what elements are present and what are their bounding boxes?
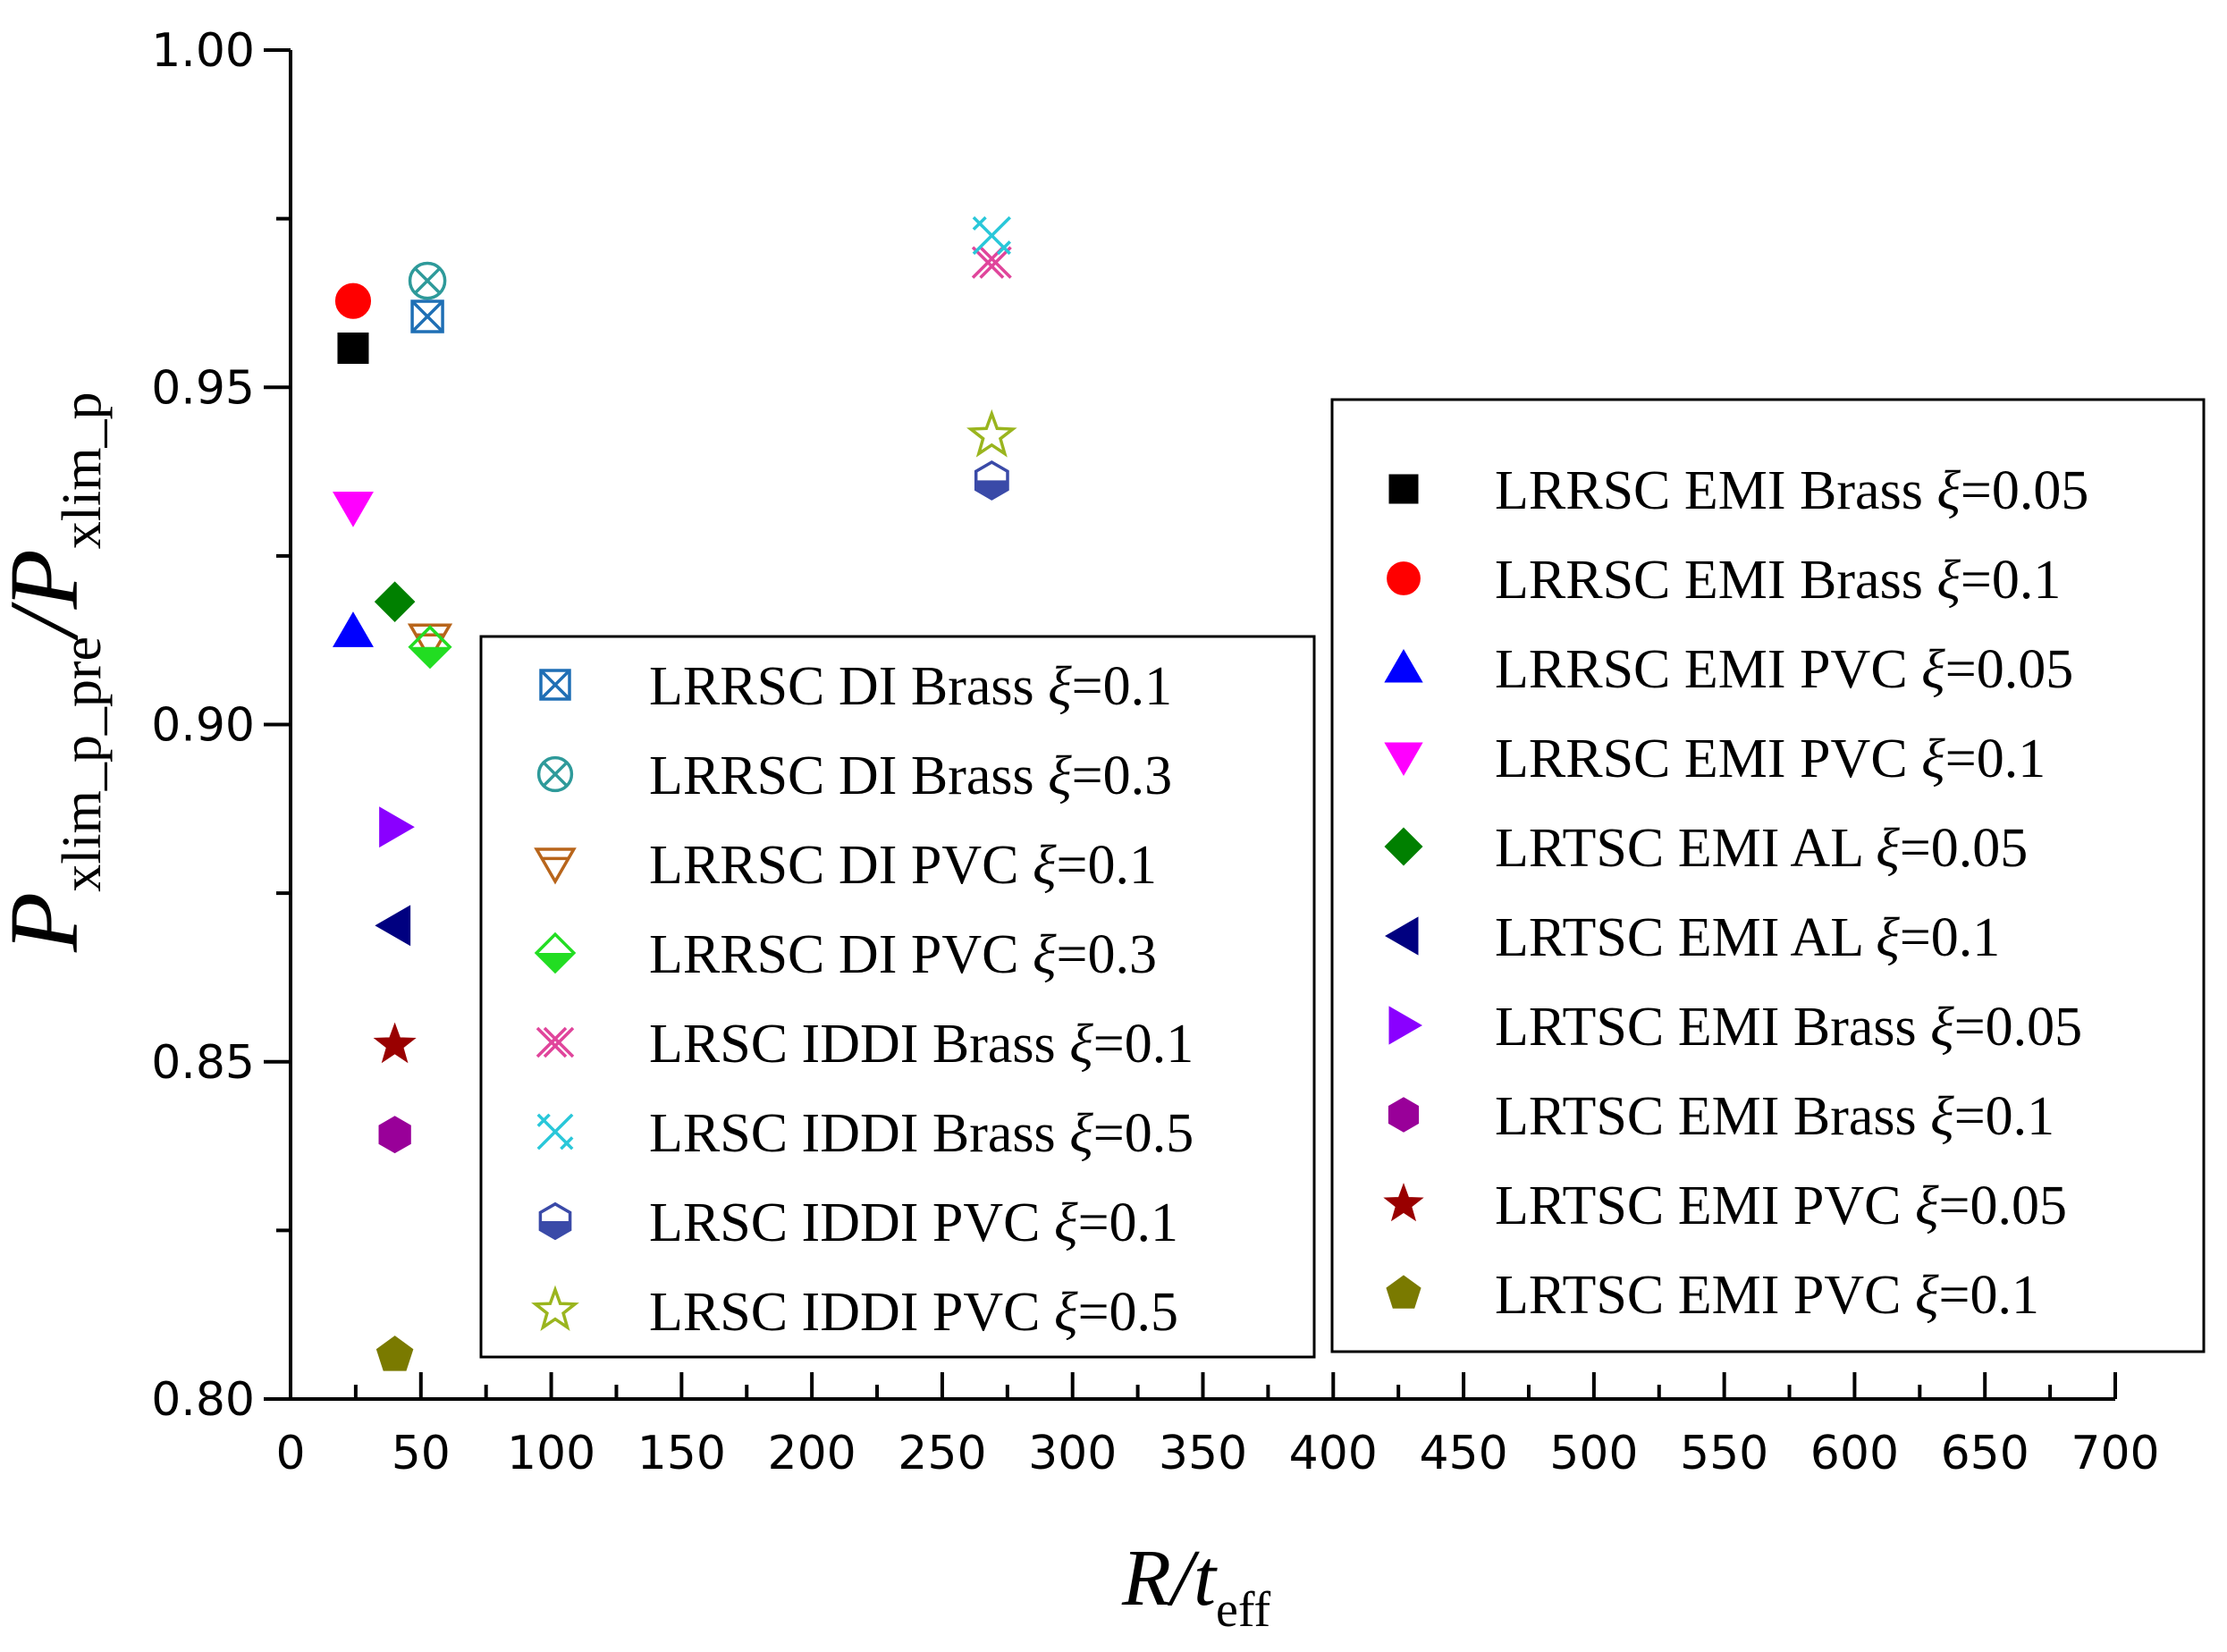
legend-marker-lrsc-iddi-brass-01 bbox=[536, 1026, 575, 1058]
x-tick-label: 50 bbox=[392, 1427, 451, 1480]
legend-marker-lrrsc-di-pvc-03 bbox=[534, 931, 577, 974]
legend-label-lrsc-iddi-pvc-05: LRSC IDDI PVC ξ=0.5 bbox=[649, 1282, 1178, 1343]
legend-label-lrrsc-di-brass-03: LRRSC DI Brass ξ=0.3 bbox=[649, 746, 1172, 806]
legend-label-lrtsc-emi-pvc-01: LRTSC EMI PVC ξ=0.1 bbox=[1495, 1265, 2039, 1326]
legend-label-lrtsc-emi-brass-01: LRTSC EMI Brass ξ=0.1 bbox=[1495, 1086, 2054, 1147]
legend-marker-lrtsc-emi-al-005 bbox=[1384, 827, 1423, 866]
x-tick-label: 150 bbox=[637, 1427, 726, 1480]
legend-label-lrrsc-di-pvc-03: LRRSC DI PVC ξ=0.3 bbox=[649, 924, 1157, 985]
x-tick-label: 550 bbox=[1680, 1427, 1768, 1480]
legend-label-lrrsc-emi-brass-01: LRRSC EMI Brass ξ=0.1 bbox=[1495, 550, 2061, 611]
legend-label-lrtsc-emi-pvc-005: LRTSC EMI PVC ξ=0.05 bbox=[1495, 1176, 2067, 1236]
x-tick-label: 350 bbox=[1159, 1427, 1247, 1480]
point-lrtsc-emi-brass-01 bbox=[378, 1116, 411, 1154]
legend-label-lrtsc-emi-al-01: LRTSC EMI AL ξ=0.1 bbox=[1495, 907, 2000, 968]
legend-marker-lrtsc-emi-pvc-01 bbox=[1386, 1275, 1421, 1309]
y-tick-label: 0.80 bbox=[151, 1373, 255, 1427]
x-tick-label: 200 bbox=[768, 1427, 856, 1480]
data-marks bbox=[333, 215, 1017, 1371]
point-lrrsc-emi-brass-01 bbox=[334, 282, 372, 319]
legend-right-frame bbox=[1330, 398, 2206, 1353]
legend-marker-lrtsc-emi-brass-005 bbox=[1388, 1006, 1422, 1045]
legend-left: LRRSC DI Brass ξ=0.1 LRRSC DI Brass ξ=0.3… bbox=[479, 635, 1316, 1359]
x-tick-label: 450 bbox=[1419, 1427, 1507, 1480]
legend-marker-lrrsc-emi-pvc-01 bbox=[1384, 742, 1423, 776]
point-lrsc-iddi-brass-05 bbox=[972, 215, 1011, 256]
point-lrtsc-emi-brass-005 bbox=[379, 806, 415, 848]
y-tick-label: 0.90 bbox=[151, 699, 255, 753]
legend-label-lrrsc-emi-pvc-005: LRRSC EMI PVC ξ=0.05 bbox=[1495, 639, 2073, 700]
point-lrtsc-emi-pvc-01 bbox=[375, 1336, 414, 1371]
legend-marker-lrrsc-di-brass-01 bbox=[539, 669, 571, 701]
x-tick-label: 250 bbox=[898, 1427, 986, 1480]
legend-marker-lrsc-iddi-pvc-05 bbox=[531, 1285, 579, 1331]
legend-label-lrrsc-emi-brass-005: LRRSC EMI Brass ξ=0.05 bbox=[1495, 460, 2088, 521]
y-axis-title: Pxlim_p_pre/Pxlim_p bbox=[0, 392, 113, 954]
point-lrtsc-emi-al-01 bbox=[375, 905, 411, 947]
legend-marker-lrsc-iddi-brass-05 bbox=[536, 1113, 574, 1150]
axes: 0 50 100 150 200 250 300 350 400 450 500 550 600 650 7… bbox=[151, 24, 2159, 1480]
point-lrrsc-di-brass-03 bbox=[408, 261, 447, 300]
point-lrtsc-emi-pvc-005 bbox=[373, 1022, 417, 1064]
x-axis-title: R/teff bbox=[1121, 1534, 1270, 1638]
point-lrsc-iddi-pvc-05 bbox=[966, 409, 1017, 458]
legend-marker-lrrsc-di-pvc-01 bbox=[534, 847, 577, 885]
legends: LRRSC DI Brass ξ=0.1 LRRSC DI Brass ξ=0.3… bbox=[479, 398, 2206, 1359]
legend-label-lrtsc-emi-al-005: LRTSC EMI AL ξ=0.05 bbox=[1495, 818, 2028, 879]
x-tick-label: 100 bbox=[507, 1427, 595, 1480]
x-tick-label: 500 bbox=[1549, 1427, 1638, 1480]
point-lrrsc-emi-pvc-01 bbox=[333, 492, 374, 527]
x-tick-label: 600 bbox=[1810, 1427, 1899, 1480]
point-lrtsc-emi-al-005 bbox=[374, 581, 416, 622]
legend-label-lrsc-iddi-brass-01: LRSC IDDI Brass ξ=0.1 bbox=[649, 1014, 1194, 1075]
legend-marker-lrtsc-emi-al-01 bbox=[1385, 916, 1419, 956]
legend-label-lrrsc-di-brass-01: LRRSC DI Brass ξ=0.1 bbox=[649, 656, 1172, 717]
legend-left-frame bbox=[479, 635, 1316, 1359]
y-tick-label: 0.85 bbox=[151, 1036, 255, 1090]
legend-marker-lrtsc-emi-brass-01 bbox=[1388, 1097, 1420, 1133]
point-lrrsc-emi-brass-005 bbox=[337, 332, 369, 364]
x-tick-label: 0 bbox=[275, 1427, 305, 1480]
x-tick-label: 400 bbox=[1289, 1427, 1378, 1480]
legend-label-lrrsc-emi-pvc-01: LRRSC EMI PVC ξ=0.1 bbox=[1495, 729, 2046, 789]
legend-marker-lrrsc-emi-brass-005 bbox=[1388, 474, 1419, 504]
y-tick-label: 0.95 bbox=[151, 361, 255, 415]
point-lrsc-iddi-brass-01 bbox=[971, 246, 1012, 279]
point-lrsc-iddi-pvc-01 bbox=[974, 459, 1009, 501]
legend-label-lrrsc-di-pvc-01: LRRSC DI PVC ξ=0.1 bbox=[649, 835, 1157, 896]
legend-marker-lrtsc-emi-pvc-005 bbox=[1383, 1183, 1424, 1222]
legend-marker-lrsc-iddi-pvc-01 bbox=[538, 1201, 572, 1241]
point-lrrsc-di-pvc-03 bbox=[408, 625, 452, 670]
legend-label-lrtsc-emi-brass-005: LRTSC EMI Brass ξ=0.05 bbox=[1495, 997, 2082, 1058]
x-tick-label: 700 bbox=[2071, 1427, 2159, 1480]
point-lrrsc-di-brass-01 bbox=[410, 299, 444, 333]
x-tick-label: 300 bbox=[1028, 1427, 1117, 1480]
y-tick-label: 1.00 bbox=[151, 24, 255, 78]
legend-marker-lrrsc-emi-brass-01 bbox=[1387, 561, 1421, 595]
x-tick-label: 650 bbox=[1941, 1427, 2029, 1480]
legend-marker-lrrsc-emi-pvc-005 bbox=[1384, 649, 1423, 683]
legend-right: LRRSC EMI Brass ξ=0.05 LRRSC EMI Brass ξ=… bbox=[1330, 398, 2206, 1353]
legend-marker-lrrsc-di-brass-03 bbox=[536, 755, 574, 793]
point-lrrsc-emi-pvc-005 bbox=[333, 611, 374, 647]
legend-label-lrsc-iddi-pvc-01: LRSC IDDI PVC ξ=0.1 bbox=[649, 1193, 1178, 1253]
legend-label-lrsc-iddi-brass-05: LRSC IDDI Brass ξ=0.5 bbox=[649, 1103, 1194, 1164]
